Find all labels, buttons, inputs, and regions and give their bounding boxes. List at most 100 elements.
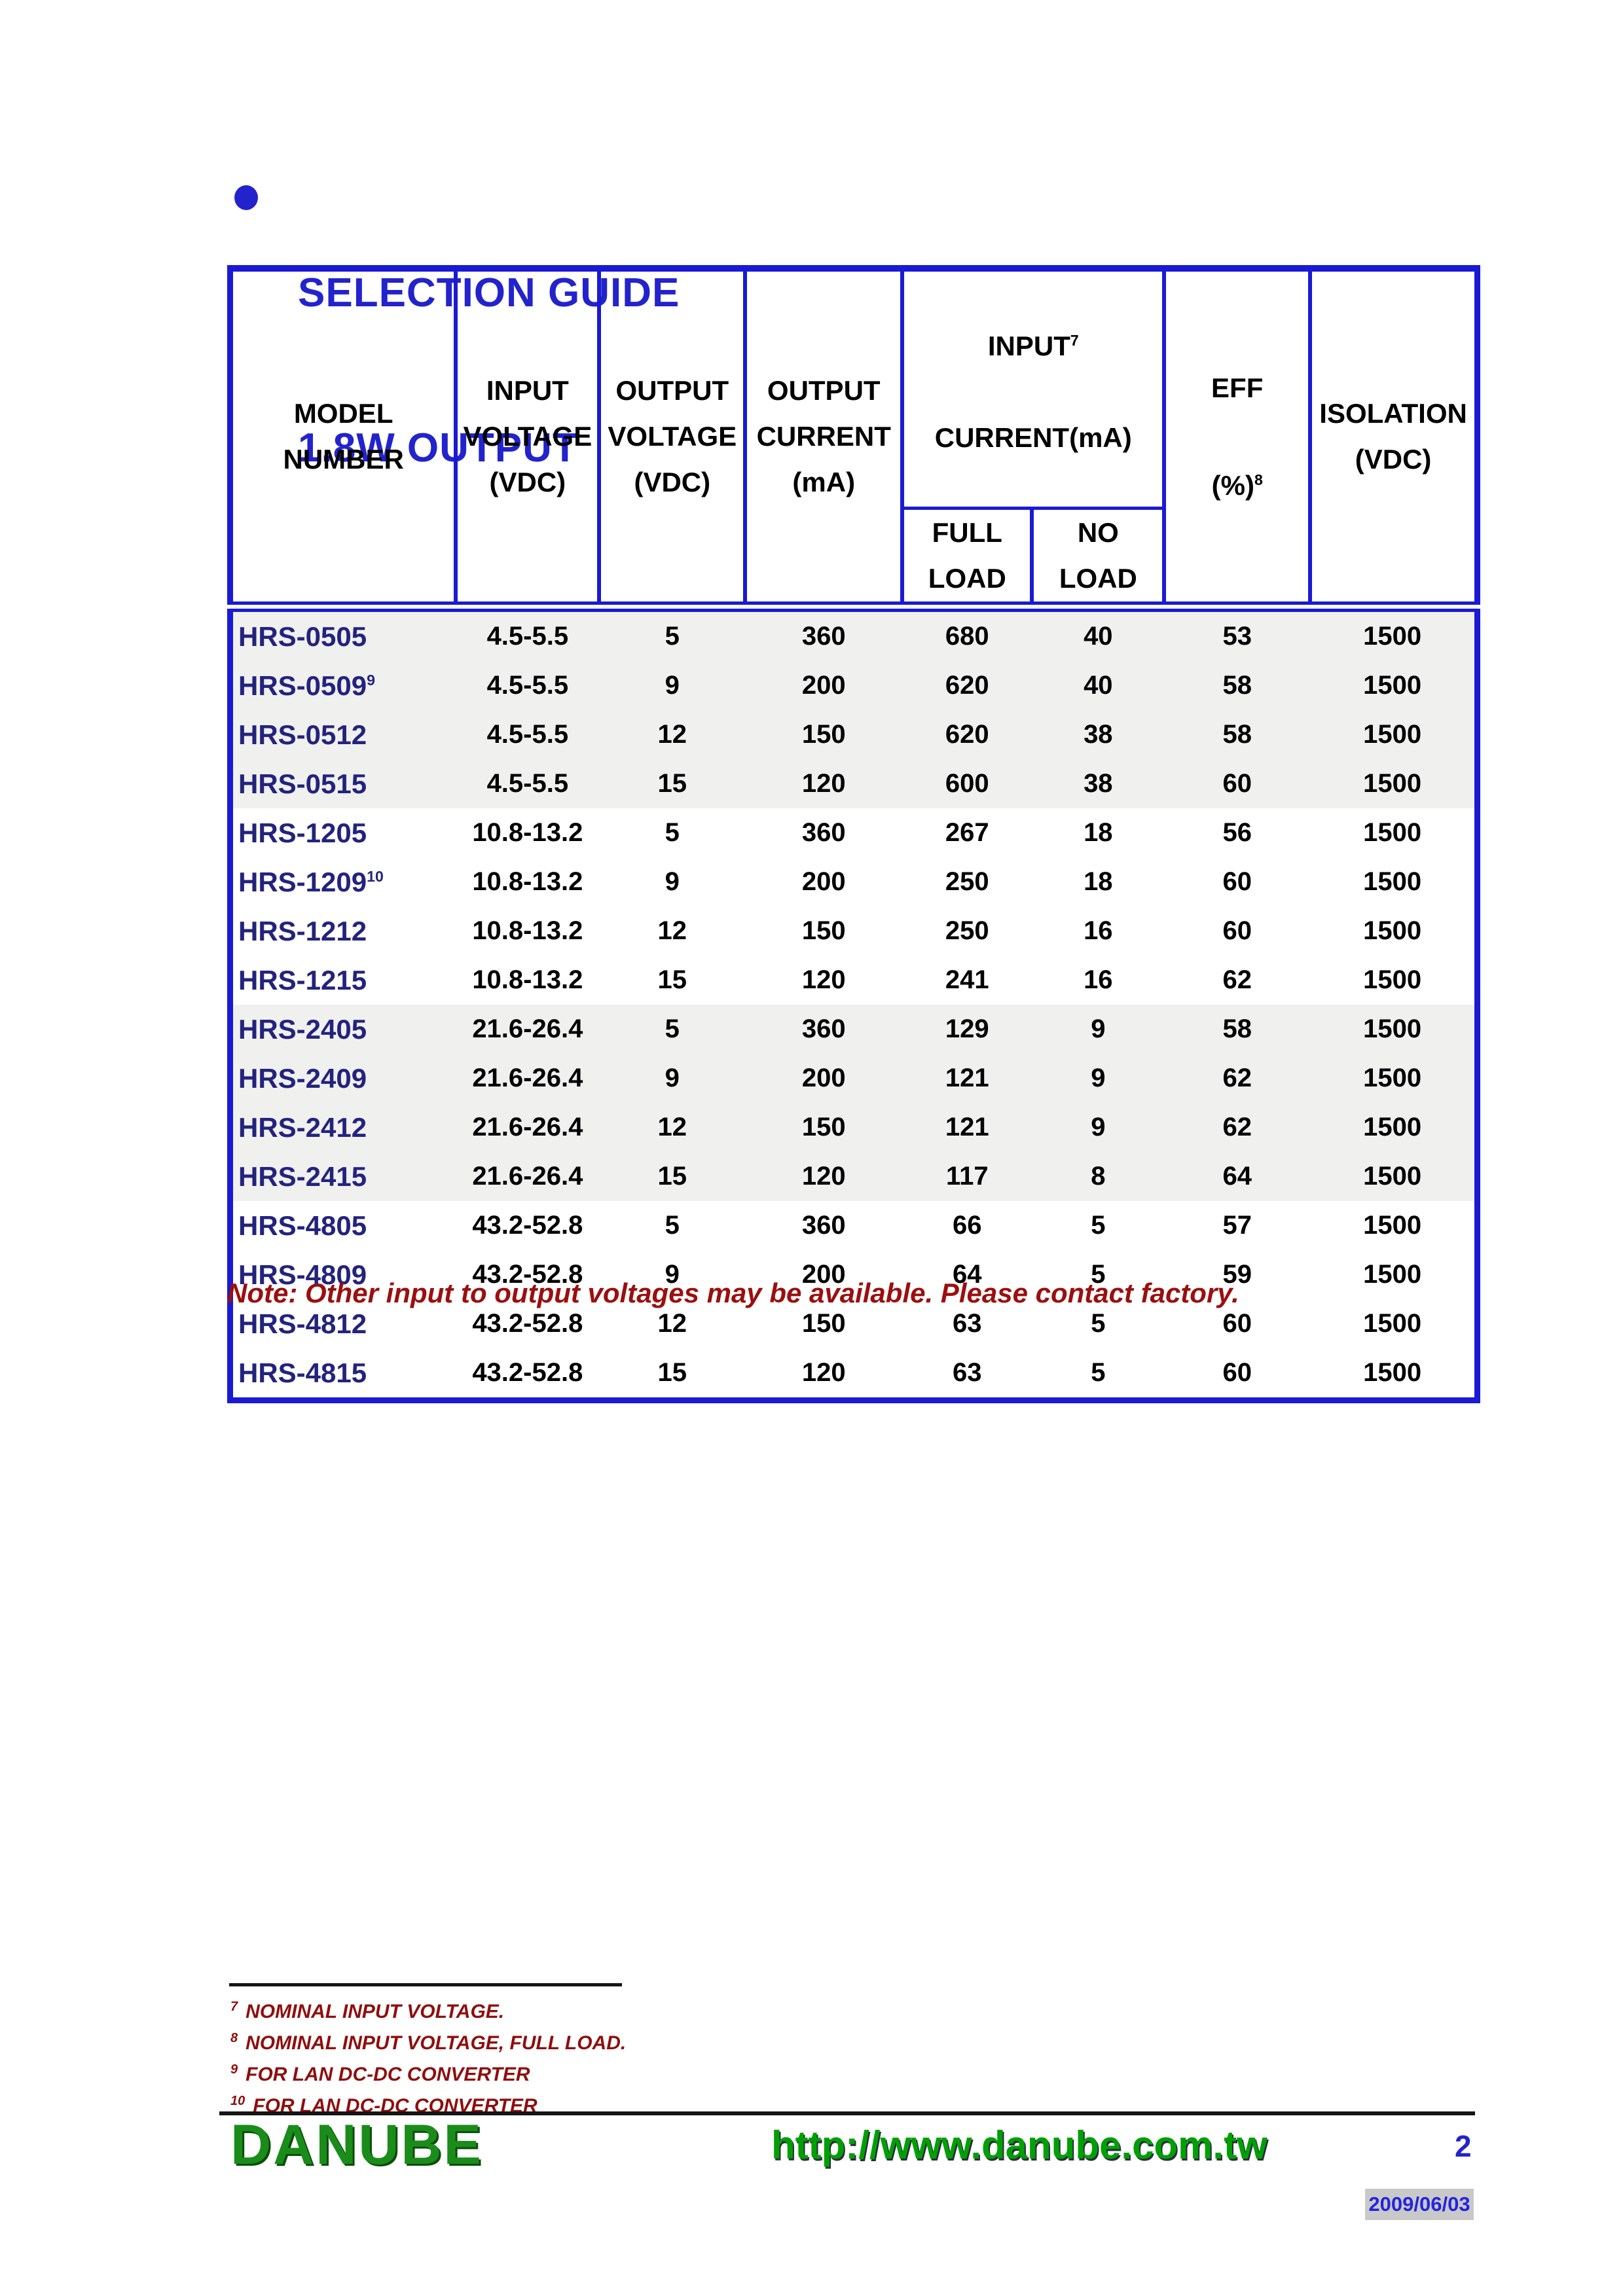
col-header-full-load: FULL LOAD (902, 508, 1034, 612)
isolation-cell: 1500 (1363, 965, 1422, 994)
output-current-cell: 150 (801, 1113, 846, 1141)
model-number-cell: HRS-1205 (238, 817, 367, 848)
table-row: HRS-05099 4.5-5.5 9 200 620 40 58 1500 (230, 661, 1478, 710)
efficiency-cell: 58 (1222, 720, 1252, 749)
input-current-line1: INPUT7 (987, 331, 1079, 361)
col-header-isolation: ISOLATION (VDC) (1310, 268, 1478, 612)
company-url-link[interactable]: http://www.danube.com.tw (771, 2123, 1267, 2167)
full-load-current-cell: 117 (946, 1162, 989, 1191)
isolation-cell: 1500 (1363, 720, 1422, 749)
model-number-cell: HRS-0512 (238, 719, 367, 750)
full-load-current-cell: 620 (945, 720, 989, 749)
table-row: HRS-4805 43.2-52.8 5 360 66 5 57 1500 (230, 1201, 1478, 1250)
table-body: HRS-0505 4.5-5.5 5 360 680 40 53 1500 HRS-05099 4… (230, 607, 1478, 1401)
output-current-cell: 200 (801, 671, 846, 700)
full-load-current-cell: 241 (945, 965, 989, 994)
model-number-cell: HRS-0515 (238, 768, 367, 799)
no-load-current-cell: 38 (1084, 720, 1113, 749)
output-voltage-cell: 15 (657, 1358, 687, 1387)
footnote-9: 9 FOR LAN DC-DC CONVERTER (230, 2062, 530, 2085)
output-voltage-cell: 9 (665, 1260, 680, 1289)
company-logo: DANUBE (230, 2113, 483, 2176)
no-load-current-cell: 18 (1084, 867, 1113, 896)
model-number-cell: HRS-0505 (238, 620, 367, 652)
footnote-ref-7: 7 (1070, 332, 1079, 349)
isolation-cell: 1500 (1363, 1309, 1422, 1338)
output-current-cell: 150 (801, 1309, 846, 1338)
selection-guide-table: MODEL NUMBER INPUT VOLTAGE (VDC) OUTPUT … (227, 265, 1480, 1403)
output-voltage-cell: 12 (657, 1309, 687, 1338)
input-current-line2: CURRENT(mA) (934, 422, 1132, 453)
output-voltage-cell: 12 (657, 1113, 687, 1141)
full-load-current-cell: 121 (945, 1064, 989, 1092)
output-voltage-cell: 15 (657, 965, 687, 994)
isolation-cell: 1500 (1363, 1211, 1422, 1240)
model-number-cell: HRS-2405 (238, 1013, 367, 1045)
no-load-current-cell: 8 (1091, 1162, 1106, 1191)
input-voltage-cell: 21.6-26.4 (472, 1113, 583, 1141)
col-header-output-voltage: OUTPUT VOLTAGE (VDC) (599, 268, 748, 612)
footnotes-block: 7 NOMINAL INPUT VOLTAGE. 8 NOMINAL INPUT V… (230, 1994, 626, 2119)
bullet-icon (234, 185, 258, 210)
input-voltage-cell: 21.6-26.4 (472, 1064, 583, 1092)
efficiency-cell: 62 (1222, 1113, 1252, 1141)
full-load-current-cell: 66 (953, 1211, 982, 1240)
no-load-current-cell: 9 (1091, 1014, 1106, 1043)
output-voltage-cell: 5 (665, 1211, 680, 1240)
no-load-current-cell: 5 (1091, 1309, 1106, 1338)
footnote-ref-10: 10 (367, 867, 384, 885)
col-header-input-current-group: INPUT7 CURRENT(mA) (902, 268, 1167, 510)
input-voltage-cell: 4.5-5.5 (486, 720, 569, 749)
full-load-current-cell: 250 (945, 867, 989, 896)
footnote-ref-9: 9 (367, 671, 375, 689)
table-row: HRS-1205 10.8-13.2 5 360 267 18 56 1500 (230, 808, 1478, 857)
output-current-cell: 120 (801, 769, 846, 798)
col-header-model-number: MODEL NUMBER (230, 268, 458, 612)
table-row: HRS-2412 21.6-26.4 12 150 121 9 62 1500 (230, 1103, 1478, 1152)
output-voltage-cell: 15 (657, 769, 687, 798)
revision-date-badge: 2009/06/03 (1365, 2189, 1474, 2220)
model-number-cell: HRS-1212 (238, 915, 367, 946)
isolation-cell: 1500 (1363, 867, 1422, 896)
model-number-cell: HRS-4815 (238, 1357, 367, 1388)
col-header-eff: EFF (%)8 (1164, 268, 1313, 612)
col-header-no-load: NO LOAD (1032, 508, 1167, 612)
footnote-7: 7 NOMINAL INPUT VOLTAGE. (230, 2000, 505, 2022)
full-load-current-cell: 121 (945, 1113, 989, 1141)
input-voltage-cell: 21.6-26.4 (472, 1014, 583, 1043)
efficiency-cell: 57 (1222, 1211, 1252, 1240)
output-voltage-cell: 15 (657, 1162, 687, 1191)
output-current-cell: 200 (801, 1260, 846, 1289)
no-load-current-cell: 9 (1091, 1064, 1106, 1092)
input-voltage-cell: 43.2-52.8 (472, 1309, 583, 1338)
model-number-cell: HRS-05099 (238, 670, 375, 701)
output-voltage-cell: 9 (665, 867, 680, 896)
input-voltage-cell: 4.5-5.5 (486, 769, 569, 798)
output-current-cell: 200 (801, 867, 846, 896)
no-load-current-cell: 40 (1084, 671, 1113, 700)
isolation-cell: 1500 (1363, 1260, 1422, 1289)
full-load-current-cell: 64 (953, 1260, 982, 1289)
model-number-cell: HRS-120910 (238, 866, 384, 897)
model-number-cell: HRS-4809 (238, 1259, 367, 1290)
table-row: HRS-2405 21.6-26.4 5 360 129 9 58 1500 (230, 1005, 1478, 1054)
note-text: Note: Other input to output voltages may… (227, 1278, 1239, 1308)
input-voltage-cell: 10.8-13.2 (472, 916, 583, 945)
full-load-current-cell: 267 (945, 818, 989, 847)
table-row: HRS-4812 43.2-52.8 12 150 63 5 60 1500 (230, 1299, 1478, 1348)
input-voltage-cell: 10.8-13.2 (472, 818, 583, 847)
table-row: HRS-4815 43.2-52.8 15 120 63 5 60 1500 (230, 1348, 1478, 1401)
no-load-current-cell: 16 (1084, 916, 1113, 945)
isolation-cell: 1500 (1363, 1014, 1422, 1043)
full-load-current-cell: 680 (945, 622, 989, 651)
output-voltage-cell: 12 (657, 720, 687, 749)
table-row: HRS-1215 10.8-13.2 15 120 241 16 62 1500 (230, 956, 1478, 1005)
table-row: HRS-120910 10.8-13.2 9 200 250 18 60 1500 (230, 857, 1478, 906)
isolation-cell: 1500 (1363, 622, 1422, 651)
efficiency-cell: 60 (1222, 769, 1252, 798)
full-load-current-cell: 63 (953, 1358, 982, 1387)
isolation-cell: 1500 (1363, 769, 1422, 798)
model-number-cell: HRS-4812 (238, 1308, 367, 1339)
efficiency-cell: 62 (1222, 1064, 1252, 1092)
